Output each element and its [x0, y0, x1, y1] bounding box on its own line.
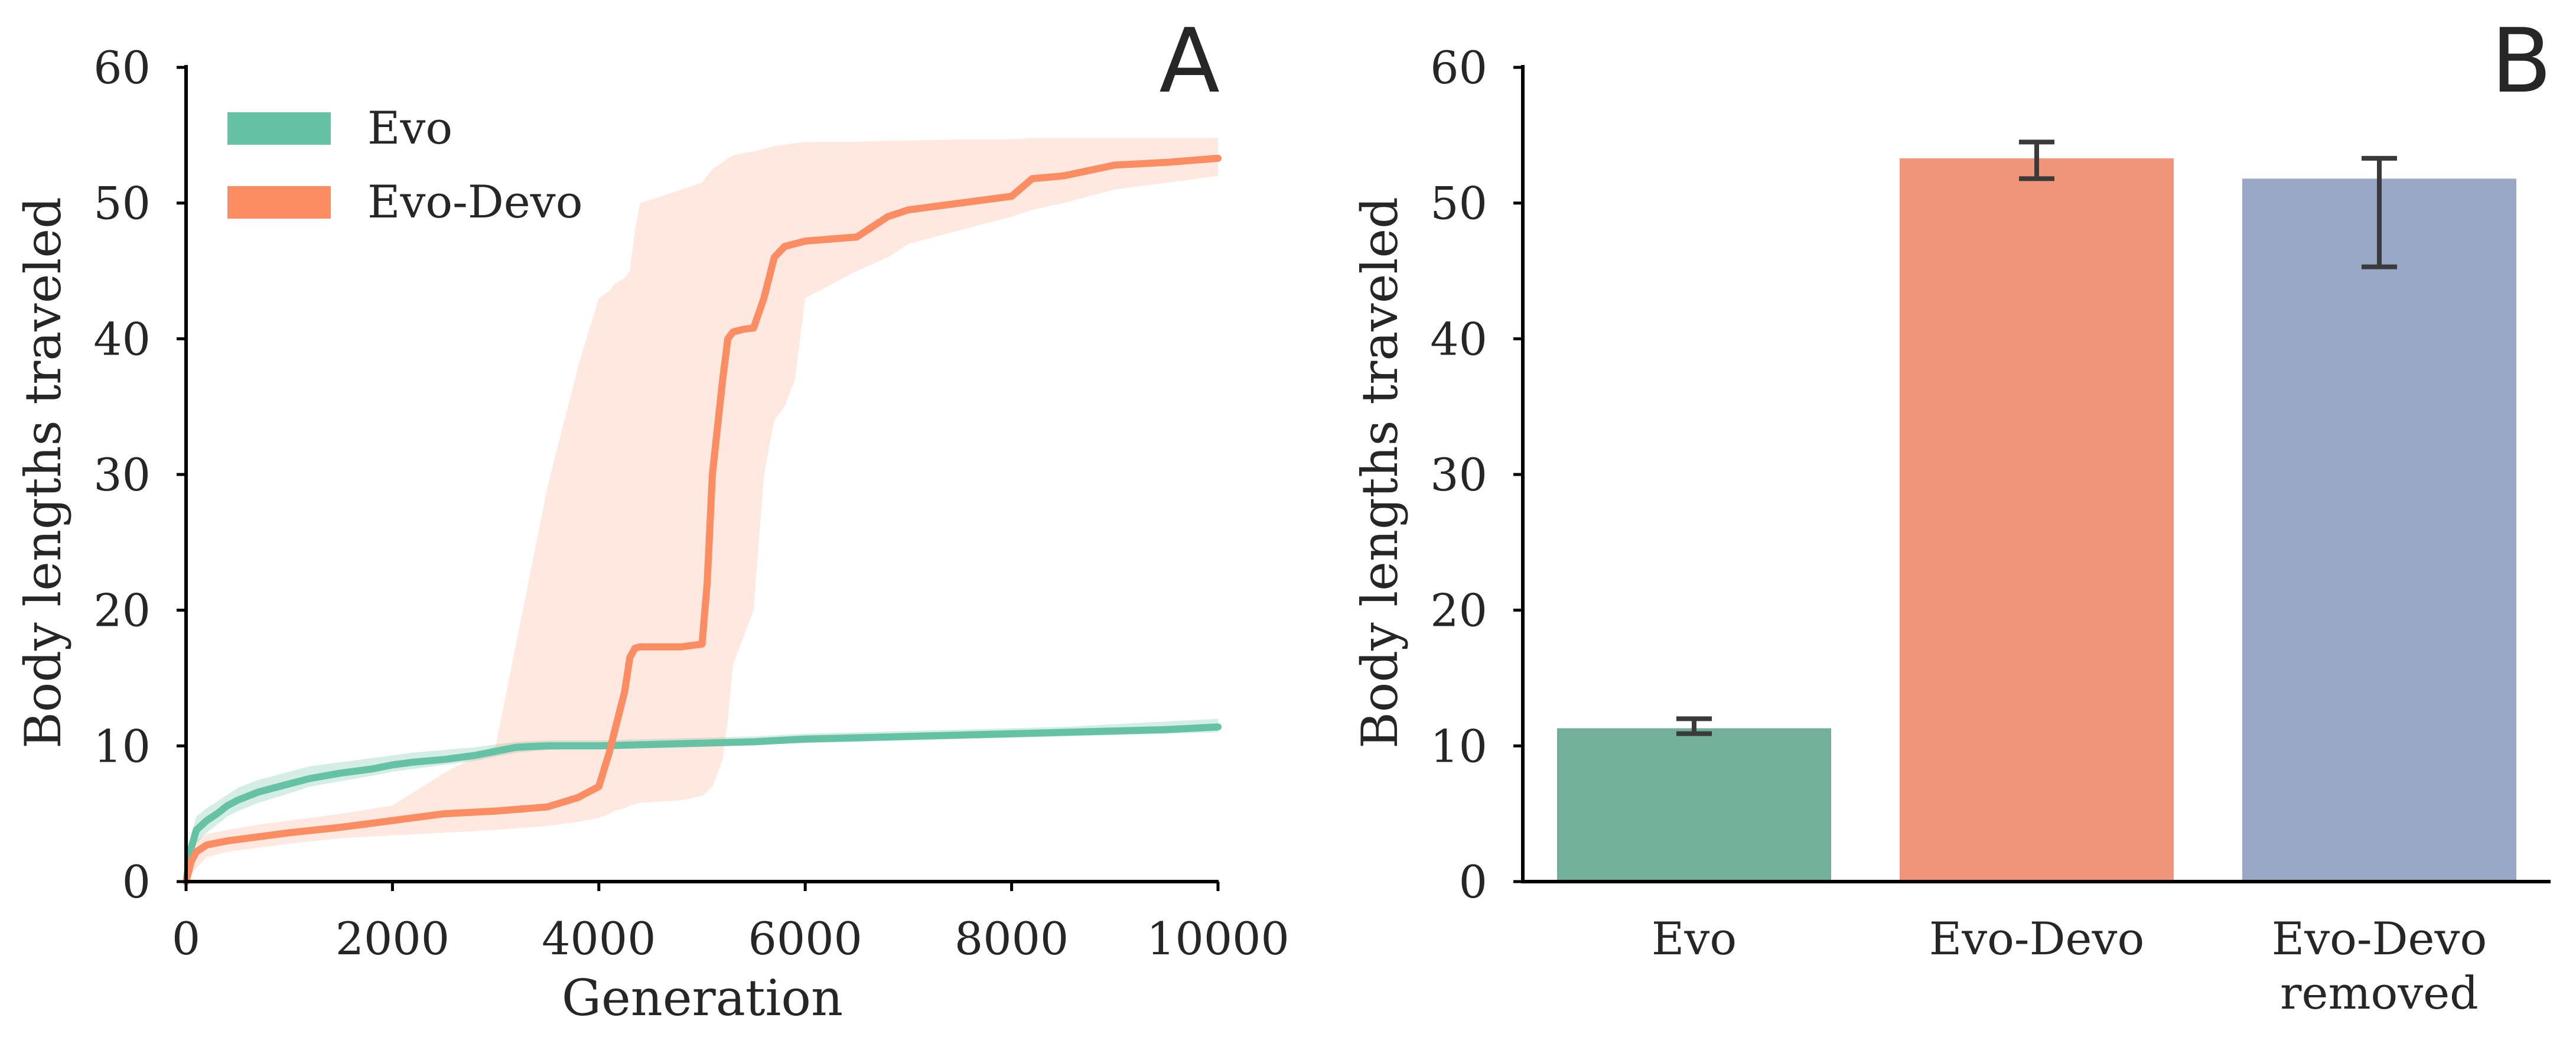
- x-tick-label: 6000: [748, 912, 862, 965]
- y-ticks-b: 0 10 20 30 40 50 60: [1430, 41, 1523, 908]
- y-tick-label-b: 0: [1459, 856, 1487, 908]
- legend: Evo Evo-Devo: [227, 102, 582, 228]
- y-ticks: 0 10 20 30 40 50 60: [93, 41, 186, 908]
- legend-swatch-evo: [227, 112, 331, 145]
- y-tick-label-b: 40: [1430, 313, 1487, 365]
- category-label: Evo-Devo: [2272, 912, 2487, 965]
- x-tick-label: 8000: [955, 912, 1069, 965]
- error-bar-evo-devo: [2019, 139, 2054, 181]
- y-tick-label: 40: [93, 313, 151, 365]
- panel-letter-a: A: [1159, 10, 1220, 113]
- line-evo: [183, 723, 1222, 885]
- panel-a-line-chart: 0 2000 4000 6000 8000 10000 0 10 20 30 40 50 60 Gen…: [14, 10, 1289, 1027]
- x-tick-label: 0: [172, 912, 200, 965]
- bar-evo-devo-removed: [2242, 178, 2516, 882]
- y-tick-label-b: 60: [1430, 41, 1487, 94]
- x-ticks: 0 2000 4000 6000 8000 10000: [172, 882, 1289, 965]
- y-tick-label: 30: [93, 448, 151, 501]
- bar-evo-devo: [1900, 158, 2174, 882]
- y-tick-label: 0: [122, 856, 151, 908]
- x-tick-label: 10000: [1147, 912, 1289, 965]
- error-bars: [1676, 139, 2397, 736]
- y-tick-label-b: 30: [1430, 448, 1487, 501]
- error-bar-evo-devo-removed: [2362, 155, 2397, 269]
- panel-letter-b: B: [2491, 10, 2552, 113]
- y-tick-label-b: 10: [1430, 720, 1487, 772]
- legend-swatch-evo-devo: [227, 186, 331, 219]
- y-tick-label-b: 20: [1430, 584, 1487, 637]
- y-tick-label: 60: [93, 41, 151, 94]
- y-tick-label: 10: [93, 720, 151, 772]
- x-axis-label: Generation: [562, 969, 843, 1027]
- band-evo-devo: [186, 138, 1218, 882]
- bar-evo: [1557, 728, 1831, 882]
- legend-label-evo-devo: Evo-Devo: [367, 175, 582, 228]
- x-tick-label: 4000: [542, 912, 656, 965]
- error-bar-evo: [1676, 716, 1712, 736]
- x-tick-label: 2000: [336, 912, 450, 965]
- y-axis-label-b: Body lengths traveled: [1351, 197, 1409, 749]
- category-label: removed: [2280, 967, 2479, 1019]
- y-tick-label: 20: [93, 584, 151, 637]
- category-label: Evo-Devo: [1929, 912, 2144, 965]
- y-tick-label: 50: [93, 177, 151, 230]
- line-evo-devo: [183, 154, 1222, 885]
- y-axis-label: Body lengths traveled: [14, 197, 72, 749]
- category-label: Evo: [1652, 912, 1737, 965]
- series-lines: [183, 154, 1222, 885]
- y-tick-label-b: 50: [1430, 177, 1487, 230]
- bars: [1557, 158, 2516, 882]
- legend-label-evo: Evo: [367, 102, 452, 154]
